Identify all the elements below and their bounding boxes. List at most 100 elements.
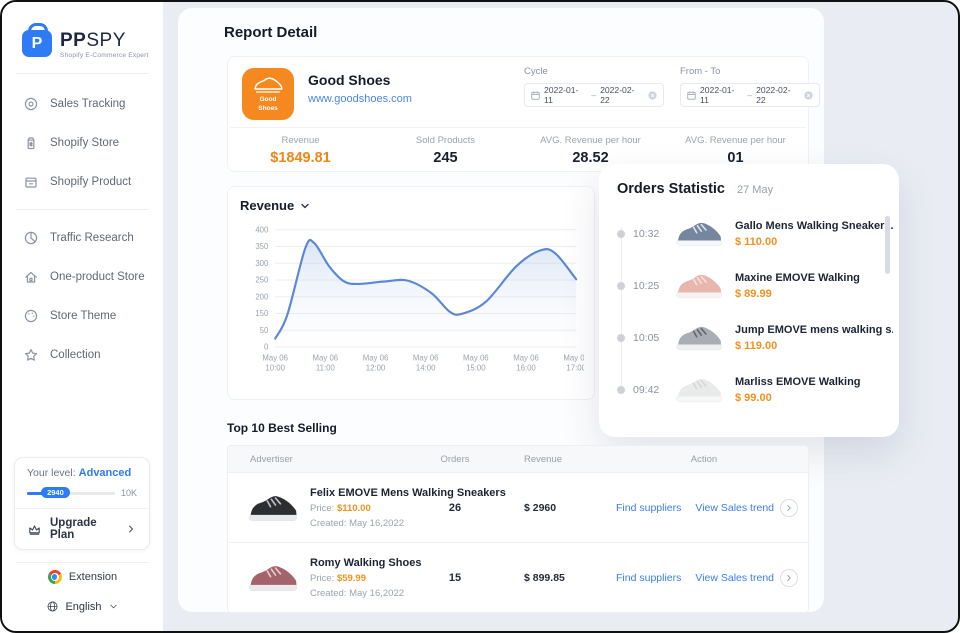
from-to-picker-label: From - To bbox=[680, 66, 721, 77]
order-item[interactable]: 09:42 Marliss EMOVE Walking $ 99.00 bbox=[617, 365, 881, 414]
table-header: Advertiser Orders Revenue Action bbox=[228, 446, 808, 472]
svg-text:350: 350 bbox=[255, 242, 269, 251]
chevron-right-icon bbox=[129, 525, 133, 533]
svg-text:50: 50 bbox=[260, 326, 269, 335]
price-value: $110.00 bbox=[336, 502, 371, 514]
level-value: Advanced bbox=[78, 467, 132, 479]
timeline-dot bbox=[617, 229, 625, 238]
column-action: Action bbox=[690, 453, 718, 465]
calendar-icon bbox=[687, 90, 696, 100]
find-suppliers-link[interactable]: Find suppliers bbox=[616, 571, 682, 584]
sidebar-item-one-product-store[interactable]: One-product Store bbox=[2, 257, 163, 296]
calendar-icon bbox=[531, 90, 540, 100]
product-box-icon bbox=[25, 177, 37, 188]
chevron-right-icon bbox=[787, 574, 791, 581]
from-to-date-range-input[interactable]: 2022-01-11 – 2022-02-22 bbox=[680, 83, 820, 107]
view-sales-trend-button[interactable]: View Sales trend bbox=[695, 568, 798, 587]
extension-label: Extension bbox=[68, 571, 118, 583]
order-product-price: $ 99.00 bbox=[735, 391, 772, 404]
clear-icon[interactable] bbox=[647, 90, 658, 101]
product-image bbox=[248, 566, 298, 591]
order-product-price: $ 89.99 bbox=[735, 287, 772, 300]
find-suppliers-link[interactable]: Find suppliers bbox=[616, 501, 682, 514]
level-progress-max: 10K bbox=[120, 488, 137, 498]
revenue-chart-card: Revenue 400 350 300 250 200 150 50 0 May 06 10:00… bbox=[227, 186, 595, 400]
svg-text:150: 150 bbox=[255, 309, 269, 318]
order-product-name: Marliss EMOVE Walking bbox=[735, 375, 861, 388]
crown-icon bbox=[29, 524, 40, 535]
shop-bag-icon bbox=[27, 136, 35, 149]
chevron-right-icon bbox=[787, 504, 791, 511]
sidebar-item-traffic-research[interactable]: Traffic Research bbox=[2, 218, 163, 257]
scrollbar-thumb[interactable] bbox=[885, 216, 890, 274]
nav-label: Store Theme bbox=[50, 309, 117, 322]
price-value: $59.99 bbox=[336, 572, 366, 584]
store-name: Good Shoes bbox=[308, 72, 391, 88]
order-item[interactable]: 10:05 Jump EMOVE mens walking s... $ 119… bbox=[617, 313, 893, 362]
created-value: May 16,2022 bbox=[349, 587, 405, 599]
svg-text:0: 0 bbox=[264, 343, 269, 352]
revenue-metric-dropdown[interactable]: Revenue bbox=[240, 198, 582, 213]
language-selector[interactable]: English bbox=[2, 600, 163, 613]
clear-icon[interactable] bbox=[803, 90, 814, 101]
target-icon bbox=[24, 97, 38, 110]
sidebar-item-sales-tracking[interactable]: Sales Tracking bbox=[2, 84, 163, 123]
orders-panel-title: Orders Statistic bbox=[617, 181, 725, 197]
bestselling-title: Top 10 Best Selling bbox=[227, 421, 337, 435]
created-label: Created: bbox=[310, 587, 347, 599]
order-item[interactable]: 10:25 Maxine EMOVE Walking $ 89.99 bbox=[617, 261, 881, 310]
star-icon bbox=[24, 348, 38, 361]
extension-button[interactable]: Extension bbox=[2, 570, 163, 584]
chrome-icon bbox=[47, 570, 62, 584]
shoe-outline-icon bbox=[254, 77, 283, 93]
page-title: Report Detail bbox=[224, 24, 318, 41]
upgrade-plan-button[interactable]: Upgrade Plan bbox=[15, 508, 149, 549]
chevron-down-icon bbox=[301, 203, 309, 208]
revenue-value: $ 899.85 bbox=[524, 571, 565, 584]
cycle-picker: Cycle 2022-01-11 – 2022-02-22 bbox=[524, 66, 664, 107]
price-label: Price: bbox=[310, 572, 335, 584]
date-end: 2022-02-22 bbox=[600, 85, 635, 105]
orders-panel-date: 27 May bbox=[737, 184, 774, 196]
date-start: 2022-01-11 bbox=[700, 85, 735, 105]
store-url-link[interactable]: www.goodshoes.com bbox=[308, 93, 412, 105]
sidebar-item-store-theme[interactable]: Store Theme bbox=[2, 296, 163, 335]
column-advertiser: Advertiser bbox=[250, 453, 293, 465]
store-summary-card: Good Shoes Good Shoes www.goodshoes.com … bbox=[227, 56, 820, 172]
sidebar-divider bbox=[16, 562, 149, 563]
view-sales-trend-button[interactable]: View Sales trend bbox=[695, 498, 798, 517]
level-progress-badge: 2940 bbox=[41, 486, 70, 498]
cycle-date-range-input[interactable]: 2022-01-11 – 2022-02-22 bbox=[524, 83, 664, 107]
product-name: Felix EMOVE Mens Walking Sneakers bbox=[310, 486, 506, 499]
row-expand-button[interactable] bbox=[780, 498, 798, 517]
home-icon bbox=[25, 271, 37, 283]
level-line: Your level: Advanced bbox=[27, 467, 132, 479]
order-time: 10:32 bbox=[633, 227, 660, 240]
level-progress-bar[interactable]: 2940 bbox=[27, 486, 115, 498]
created-label: Created: bbox=[310, 517, 347, 529]
sidebar-item-shopify-store[interactable]: Shopify Store bbox=[2, 123, 163, 162]
sidebar-item-shopify-product[interactable]: Shopify Product bbox=[2, 162, 163, 201]
brand-logo[interactable]: P PPSPY Shopify E-Commerce Expert bbox=[2, 2, 163, 73]
product-name: Romy Walking Shoes bbox=[310, 556, 422, 569]
nav-label: Shopify Store bbox=[50, 136, 120, 149]
table-row: Romy Walking Shoes Price: $59.99 Created… bbox=[228, 542, 808, 612]
created-value: May 16,2022 bbox=[349, 517, 405, 529]
stat-avg-revenue-hour-2: AVG. Revenue per hour 01 bbox=[685, 134, 786, 166]
order-item[interactable]: 10:32 Gallo Mens Walking Sneakers... $ 1… bbox=[617, 209, 893, 258]
row-expand-button[interactable] bbox=[780, 568, 798, 587]
sidebar: P PPSPY Shopify E-Commerce Expert Sales … bbox=[2, 2, 163, 631]
globe-icon bbox=[47, 601, 58, 612]
store-logo-text: Good Shoes bbox=[258, 96, 278, 112]
svg-text:May 0617:00: May 0617:00 bbox=[563, 354, 584, 373]
ppspy-bag-icon: P bbox=[22, 23, 52, 57]
pie-clock-icon bbox=[24, 231, 38, 244]
svg-text:200: 200 bbox=[255, 292, 269, 301]
brand-name: PPSPY bbox=[60, 30, 126, 51]
stat-sold-products: Sold Products 245 bbox=[415, 134, 476, 166]
sidebar-item-collection[interactable]: Collection bbox=[2, 335, 163, 374]
product-image bbox=[676, 274, 722, 299]
